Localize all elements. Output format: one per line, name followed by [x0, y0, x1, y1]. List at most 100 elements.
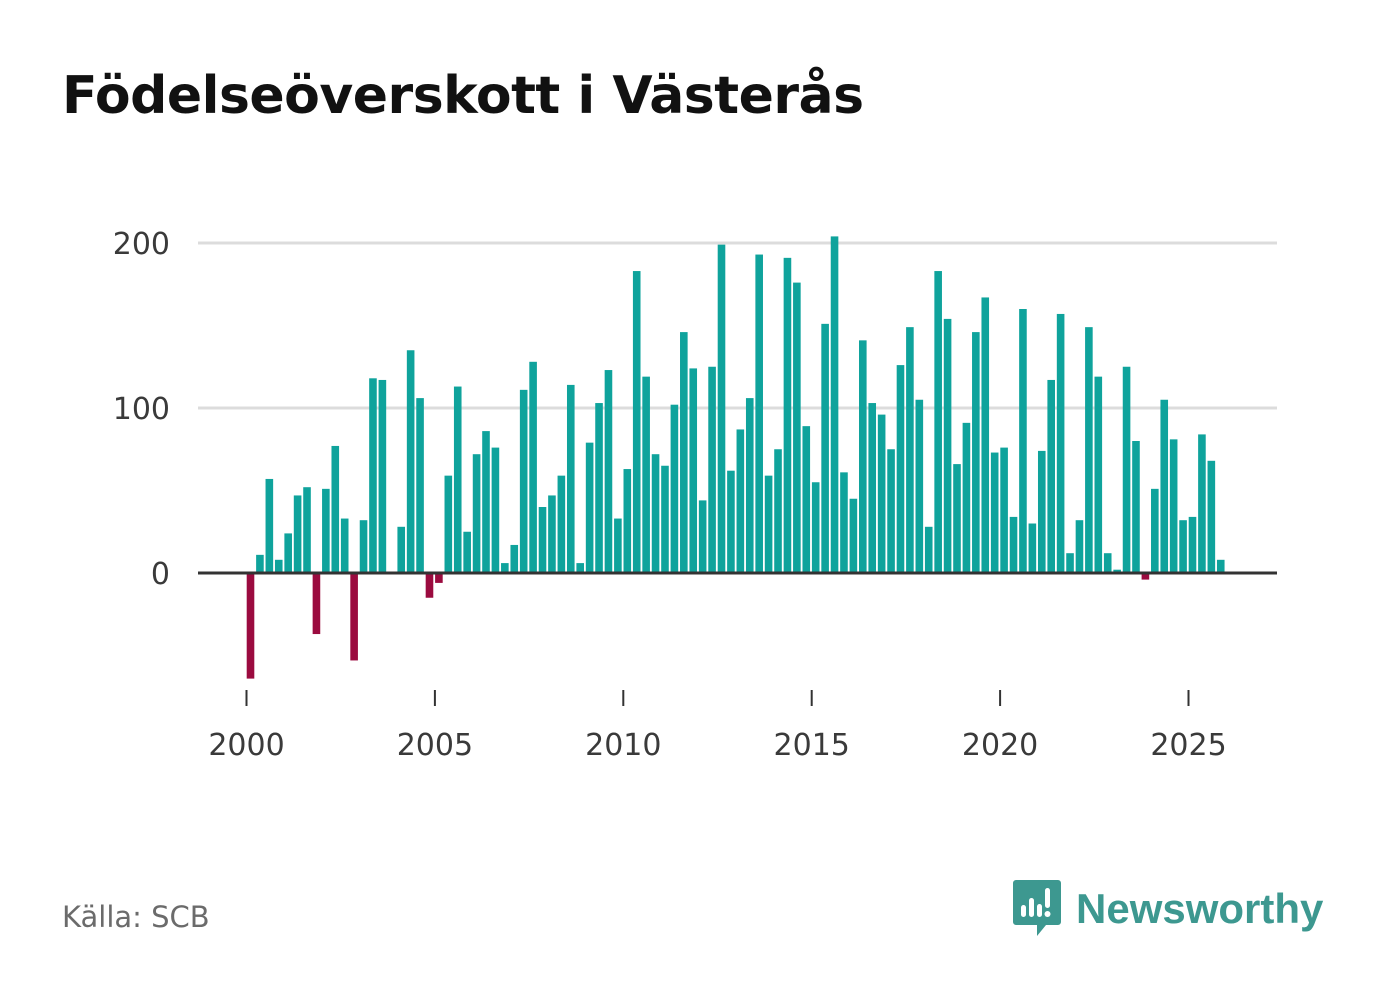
bar — [576, 563, 584, 573]
bar — [943, 318, 952, 573]
bars — [246, 236, 1225, 679]
bar — [830, 236, 839, 573]
x-tick-label: 2020 — [962, 728, 1038, 763]
x-tick-label: 2015 — [774, 728, 850, 763]
bar — [444, 475, 453, 573]
bar — [1198, 434, 1206, 573]
newsworthy-logo-icon — [1013, 880, 1061, 936]
x-axis: 2000 2005 2010 2015 2020 2025 — [208, 690, 1227, 763]
x-tick-label: 2025 — [1150, 728, 1226, 763]
x-tick-label: 2005 — [397, 728, 473, 763]
bar — [727, 470, 735, 573]
bar — [689, 368, 698, 573]
bar — [859, 340, 867, 573]
bar — [604, 370, 613, 573]
bar — [548, 495, 556, 573]
bar — [1047, 379, 1055, 573]
bar — [557, 475, 566, 573]
bar-negative — [435, 573, 443, 583]
bar — [501, 563, 509, 573]
bar — [755, 254, 763, 574]
y-tick-label: 0 — [151, 557, 170, 592]
bar — [906, 327, 914, 573]
bar-negative — [350, 573, 358, 661]
bar — [322, 488, 330, 573]
bar — [1160, 399, 1169, 573]
chart-title: Födelseöverskott i Västerås — [62, 66, 864, 126]
bar — [698, 500, 707, 573]
bar — [1179, 520, 1187, 573]
bar — [745, 398, 754, 573]
gridlines — [198, 241, 1277, 410]
bar — [990, 452, 999, 573]
bar — [802, 426, 811, 573]
brand-logo[interactable]: Newsworthy — [1012, 878, 1323, 940]
bar — [1000, 447, 1008, 573]
bar — [397, 526, 406, 573]
bar — [472, 454, 481, 573]
bar — [284, 533, 292, 573]
bar — [1075, 520, 1084, 573]
bar — [566, 384, 575, 573]
bar — [1103, 553, 1112, 573]
bar — [774, 449, 782, 573]
bar — [632, 271, 641, 573]
bar — [1188, 516, 1197, 573]
bar — [840, 472, 848, 573]
bar — [303, 487, 311, 573]
bar — [670, 404, 679, 573]
bar — [717, 244, 726, 573]
bar — [1066, 553, 1074, 573]
brand-name: Newsworthy — [1076, 885, 1324, 932]
bar — [953, 464, 961, 573]
bar — [934, 271, 942, 573]
bar — [708, 366, 716, 573]
bar — [585, 442, 594, 573]
bar — [359, 520, 368, 573]
bar — [595, 403, 603, 573]
bar — [1122, 366, 1131, 573]
bar — [538, 507, 547, 573]
bar — [340, 518, 349, 573]
y-axis-ticks: 0 100 200 — [113, 227, 170, 592]
bar-negative — [312, 573, 321, 635]
bar — [793, 282, 801, 573]
bar — [1151, 488, 1159, 573]
bar — [1085, 327, 1093, 573]
bar — [1056, 313, 1065, 573]
bar — [529, 361, 537, 573]
bar — [482, 431, 490, 573]
y-tick-label: 200 — [113, 227, 170, 262]
bar — [896, 365, 905, 573]
y-tick-label: 100 — [113, 392, 170, 427]
bar — [510, 544, 519, 573]
x-tick-label: 2000 — [208, 728, 284, 763]
bar — [463, 531, 471, 573]
bar-negative — [1141, 573, 1150, 580]
bar — [1037, 450, 1046, 573]
bar — [1009, 516, 1018, 573]
x-tick-label: 2010 — [585, 728, 661, 763]
bar — [811, 482, 820, 573]
source-label: Källa: SCB — [62, 900, 210, 934]
bar — [1169, 439, 1178, 573]
bar-negative — [425, 573, 434, 598]
bar — [821, 323, 829, 573]
bar — [519, 389, 528, 573]
bar — [962, 422, 971, 573]
bar — [1207, 460, 1216, 573]
bar — [623, 469, 632, 573]
bar — [406, 350, 415, 573]
bar — [265, 478, 274, 573]
bar — [1019, 309, 1027, 573]
bar — [1132, 441, 1140, 573]
bar — [1028, 523, 1037, 573]
bar — [915, 399, 924, 573]
bar — [1113, 569, 1121, 573]
bar — [378, 379, 387, 573]
bar — [256, 554, 264, 573]
bar — [491, 447, 500, 573]
bar — [416, 398, 424, 573]
bar — [924, 526, 933, 573]
